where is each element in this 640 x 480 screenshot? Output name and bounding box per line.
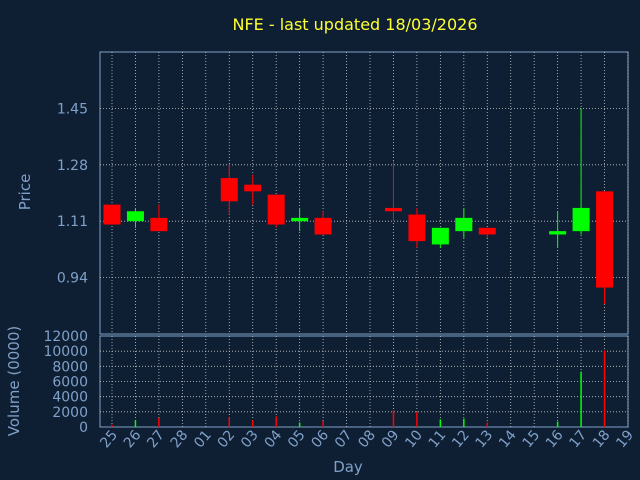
x-tick-label: 01 (191, 427, 215, 451)
candle-body (478, 227, 496, 235)
x-tick-label: 07 (332, 427, 356, 451)
candle-body (291, 217, 309, 222)
x-tick-label: 10 (402, 427, 426, 451)
volume-axis-label: Volume (0000) (5, 326, 23, 436)
price-tick-label: 0.94 (57, 271, 88, 287)
volume-bar-02 (228, 417, 231, 427)
x-tick-label: 18 (590, 427, 614, 451)
x-tick-label: 11 (426, 427, 450, 451)
volume-bar-04 (275, 416, 277, 427)
volume-tick-label: 4000 (52, 390, 88, 406)
volume-bar-09 (392, 410, 395, 427)
x-tick-label: 06 (308, 427, 332, 451)
volume-bar-26 (134, 420, 137, 427)
candlestick-02 (220, 164, 238, 215)
candlestick-16 (549, 211, 567, 248)
candlestick-26 (126, 207, 144, 228)
candlestick-06 (314, 211, 332, 235)
price-axis-label: Price (16, 174, 34, 211)
x-axis-label: Day (333, 458, 363, 476)
x-tick-label: 05 (285, 427, 309, 451)
x-tick-label: 03 (238, 427, 262, 451)
volume-tick-label: 10000 (43, 344, 88, 360)
volume-bar-11 (439, 419, 442, 427)
volume-tick-label: 6000 (52, 375, 88, 391)
candle-body (408, 214, 426, 242)
price-tick-label: 1.11 (57, 214, 88, 230)
candlestick-05 (291, 207, 309, 232)
volume-bar-25 (111, 424, 113, 427)
x-tick-label: 15 (520, 427, 544, 451)
x-tick-label: 08 (355, 427, 379, 451)
candlestick-25 (103, 204, 121, 225)
x-tick-label: 02 (215, 427, 239, 451)
x-tick-label: 26 (121, 427, 145, 451)
x-tick-label: 25 (97, 427, 121, 451)
volume-bar-17 (580, 371, 582, 427)
x-tick-label: 19 (613, 427, 637, 451)
candlestick-17 (572, 108, 590, 235)
candlestick-18 (596, 191, 614, 305)
candlestick-03 (244, 174, 262, 205)
chart-title: NFE - last updated 18/03/2026 (232, 15, 477, 34)
candlestick-04 (267, 194, 285, 228)
volume-bar-12 (463, 418, 465, 427)
x-tick-label: 28 (168, 427, 192, 451)
volume-bar-27 (158, 417, 160, 427)
candlestick-27 (150, 204, 168, 232)
price-tick-label: 1.45 (57, 101, 88, 117)
candlestick-12 (455, 207, 473, 238)
x-tick-label: 16 (543, 427, 567, 451)
volume-tick-label: 12000 (43, 329, 88, 345)
x-tick-label: 04 (262, 427, 286, 451)
candle-body (150, 217, 168, 232)
volume-panel: 25 26 27 28 01 02 03 04 05 06 07 08 09 10 11 12 13 14 15 16… (43, 329, 637, 451)
candlestick-10 (408, 207, 426, 248)
x-tick-label: 27 (144, 427, 168, 451)
candlestick-13 (478, 227, 496, 238)
volume-tick-label: 2000 (52, 405, 88, 421)
candle-body (126, 211, 144, 222)
price-tick-label: 1.28 (57, 158, 88, 174)
candle-body (244, 184, 262, 192)
x-tick-label: 12 (449, 427, 473, 451)
volume-bar-03 (251, 420, 254, 427)
volume-tick-label: 8000 (52, 359, 88, 375)
x-tick-label: 17 (566, 427, 590, 451)
candlestick-11 (431, 227, 449, 248)
candle-body (455, 217, 473, 232)
volume-bar-06 (322, 420, 324, 427)
volume-bar-16 (556, 421, 559, 427)
x-tick-label: 14 (496, 427, 520, 451)
volume-bar-13 (486, 422, 489, 427)
volume-bar-10 (416, 411, 418, 427)
x-tick-label: 09 (379, 427, 403, 451)
candle-body (549, 231, 567, 235)
volume-tick-label: 0 (79, 420, 88, 436)
candle-body (267, 194, 285, 225)
candle-body (384, 207, 402, 212)
candle-body (314, 217, 332, 235)
candle-body (572, 207, 590, 232)
x-tick-label: 13 (473, 427, 497, 451)
volume-bar-05 (298, 422, 301, 427)
candlestick-09 (384, 161, 402, 222)
candle-body (220, 178, 238, 202)
price-panel: 0.94 1.11 1.28 1.45 (57, 51, 629, 335)
candle-body (596, 191, 614, 288)
candle-body (431, 227, 449, 245)
candle-body (103, 204, 121, 225)
price-plot-frame (99, 51, 629, 335)
volume-bar-18 (603, 350, 606, 427)
